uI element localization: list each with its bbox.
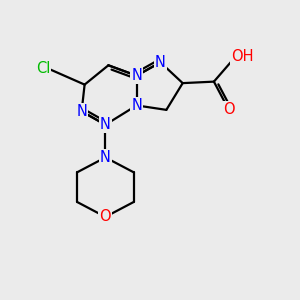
- Text: N: N: [100, 150, 111, 165]
- Text: N: N: [131, 98, 142, 113]
- Text: OH: OH: [231, 50, 254, 64]
- Text: N: N: [76, 104, 87, 119]
- Text: N: N: [100, 117, 111, 132]
- Text: Cl: Cl: [36, 61, 50, 76]
- Text: O: O: [100, 209, 111, 224]
- Text: N: N: [131, 68, 142, 83]
- Text: O: O: [223, 102, 235, 117]
- Text: N: N: [155, 55, 166, 70]
